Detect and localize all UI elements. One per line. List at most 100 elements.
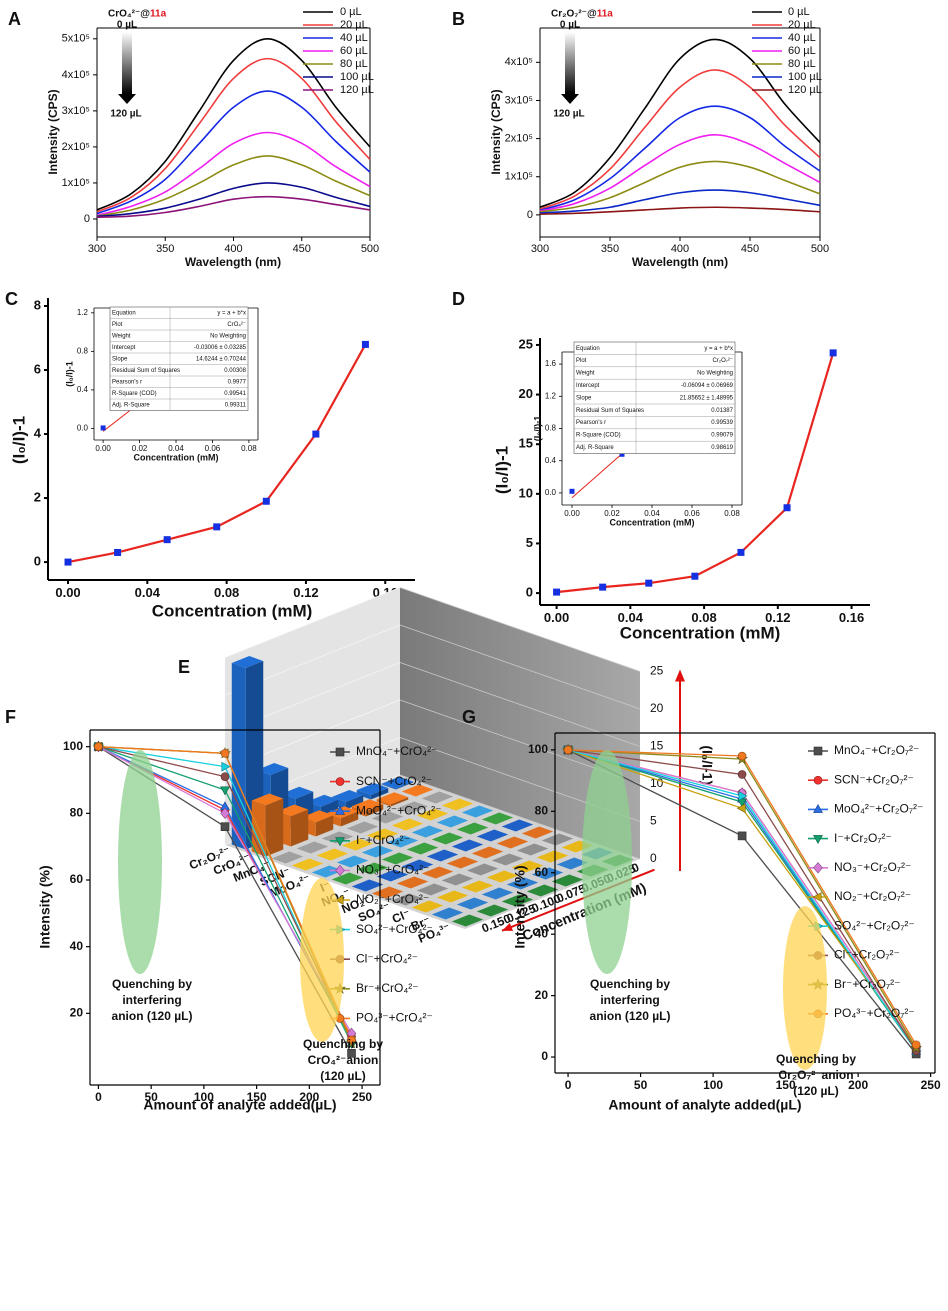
marker [114,548,122,556]
x-axis-title: Wavelength (nm) [185,255,281,269]
table-key: Residual Sum of Squares [112,368,180,374]
legend-label: 80 µL [788,58,816,70]
bar [401,859,434,872]
table-key: Weight [112,333,131,339]
bar [436,815,469,828]
series-line [539,189,821,214]
y-tick-label: 0 [527,209,533,221]
bar [391,893,424,906]
grid-line [399,624,641,710]
bar [441,873,474,886]
bar [376,869,409,882]
bar-top [251,793,284,806]
annotation-text: interfering [122,993,181,1007]
table-value: 14.6244 ± 0.70244 [196,356,247,362]
y-tick-label: 4 [34,425,42,440]
table-key: R-Square (COD) [576,433,621,439]
bar-top [296,841,329,854]
bar-front [351,806,366,817]
table-key: R-Square (COD) [112,391,157,397]
bar [551,874,584,887]
bar [556,857,589,870]
bar-top [306,794,339,807]
y-tick-label: 2 [34,489,41,504]
table-value: 0.99311 [225,402,247,408]
category-label: Cl⁻ [390,906,412,926]
annotation-text: (120 µL) [793,1084,839,1098]
table-key: Plot [576,358,587,364]
legend-label: 20 µL [340,19,368,31]
bar [271,851,304,864]
bar-top [481,887,514,900]
x-tick-label: 0.00 [564,509,580,518]
series-line [539,133,821,212]
bar-top [476,829,509,842]
bar-top [391,893,424,906]
bar [426,849,459,862]
bar [511,860,544,873]
arrow-head [502,922,513,931]
y-tick-label: 0.0 [77,424,89,433]
series-line [96,182,371,218]
marker [312,430,320,438]
x-tick-label: 50 [634,1078,648,1092]
x-tick-label: 0 [630,860,642,876]
bar-top [491,853,524,866]
x-axis-title: Wavelength (nm) [632,255,728,269]
annotation-highlight: 11a [597,9,614,20]
y-tick-label: 5 [526,535,533,550]
x-tick-label: 200 [848,1078,868,1092]
y-tick-label: 8 [34,297,41,312]
legend-label: 0 µL [788,6,810,18]
x-axis-title: Concentration (mM) [134,452,219,462]
annotation-to: 120 µL [110,109,141,120]
bar-top [451,914,484,927]
highlight-ellipse [118,750,162,974]
bar [476,904,509,917]
bar-side [395,781,414,790]
marker [335,864,345,877]
panel-label: E [178,657,190,677]
arrow-head [118,94,136,104]
legend-label: SO₄²⁻+Cr₂O₇²⁻ [834,918,915,932]
bar [431,832,464,845]
table-value: 0.99079 [711,433,733,439]
y-tick-label: 1x10⁵ [62,177,90,189]
table-key: Residual Sum of Squares [576,408,644,414]
bar [361,845,394,858]
y-tick-label: 80 [70,806,84,820]
bar [516,843,549,856]
bar-top [396,876,429,889]
x-tick-label: 0.08 [214,585,239,600]
x-tick-label: 500 [811,243,829,255]
bar [466,863,499,876]
y-tick-label: 1x10⁵ [505,171,533,183]
marker [829,349,837,357]
legend-label: NO₂⁻+CrO₄²⁻ [356,892,429,906]
bar [471,846,504,859]
y-tick-label: 5x10⁵ [62,33,90,45]
y-tick-label: 3x10⁵ [505,94,533,106]
y-tick-label: 20 [535,988,549,1002]
annotation-text: Quenching by [590,977,670,991]
z-tick-label: 5 [650,814,657,828]
x-tick-label: 0 [95,1090,102,1104]
series-line [96,131,371,217]
x-tick-label: 450 [293,243,311,255]
marker [94,742,103,751]
bar-top [456,822,489,835]
bar-top [416,883,449,896]
bar-top [411,900,444,913]
bar [506,877,539,890]
y-tick-label: 0.8 [77,346,89,355]
bar-side [340,811,359,827]
annotation-text: Cr₂O₇²⁻anion [778,1068,853,1082]
bar [291,858,324,871]
bar-side [365,804,384,817]
x-tick-label: 0.04 [168,444,184,453]
bar [336,855,369,868]
x-tick-label: 0.08 [691,610,716,625]
bar-side [290,809,309,847]
bar-top [411,825,444,838]
bar [406,842,439,855]
